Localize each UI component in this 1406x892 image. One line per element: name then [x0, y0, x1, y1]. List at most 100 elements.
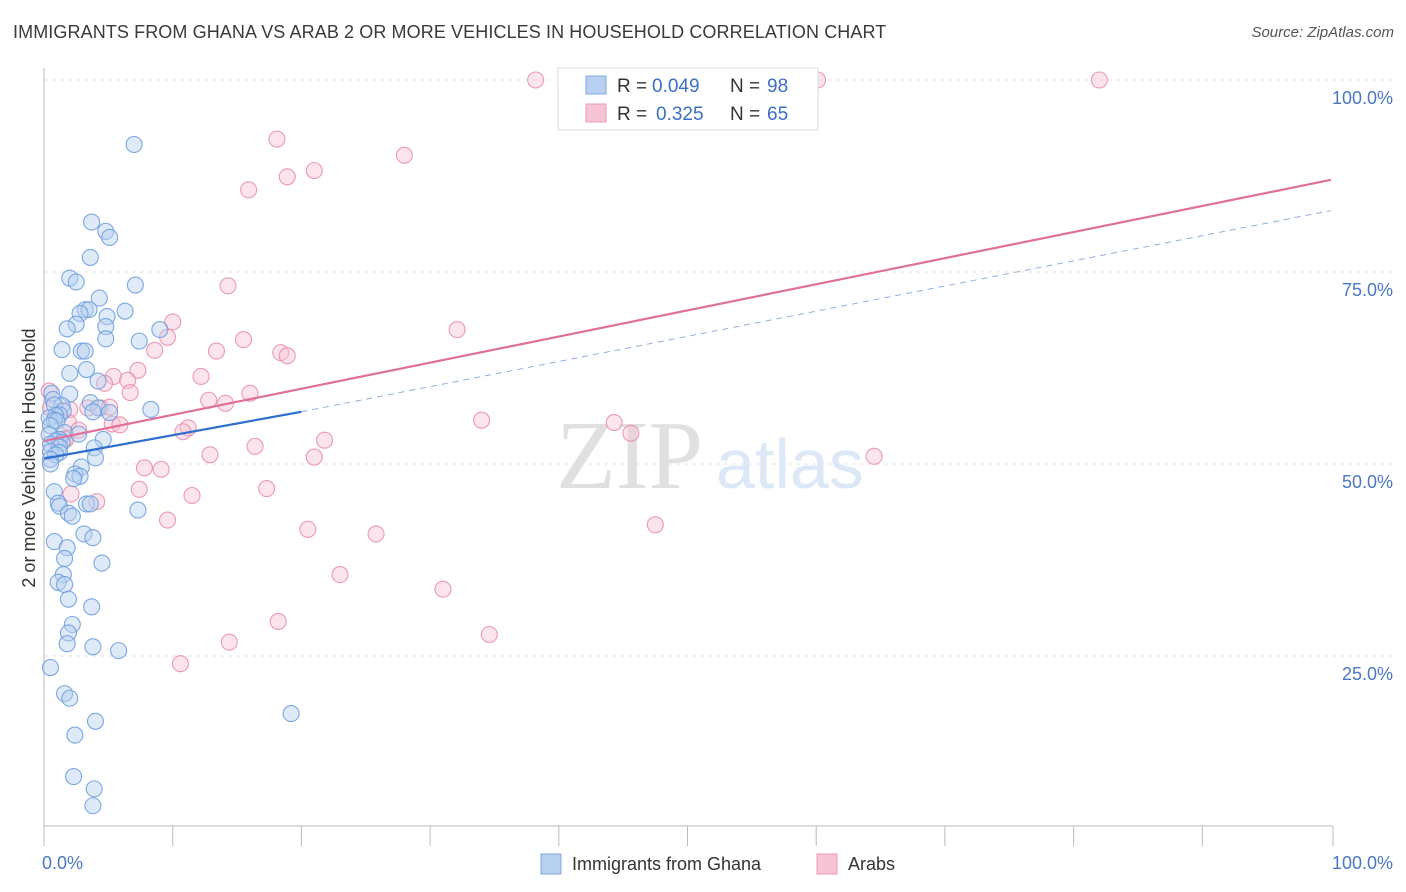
ghana-point-75 — [56, 549, 74, 568]
ghana-point-22 — [76, 342, 94, 360]
ghana-point-94 — [85, 780, 103, 798]
y-tick-label-1: 75.0% — [1342, 280, 1393, 300]
arab-point-15 — [207, 342, 226, 360]
arab-point-44 — [316, 431, 334, 449]
legend-swatch-arabs — [585, 103, 607, 123]
arab-point-61 — [434, 580, 452, 598]
ghana-point-91 — [86, 712, 105, 730]
ghana-point-16 — [58, 320, 76, 338]
arab-point-5 — [395, 146, 413, 164]
legend-n-label-arabs: N = — [730, 104, 760, 125]
ghana-trend-line — [43, 410, 302, 460]
arab-point-14 — [146, 341, 164, 359]
arab-point-52 — [130, 480, 148, 498]
ghana-point-0 — [125, 135, 143, 154]
chart-source: Source: ZipAtlas.com — [1251, 24, 1394, 41]
ghana-point-71 — [75, 525, 93, 543]
legend-swatch-ghana — [585, 75, 607, 95]
ghana-point-67 — [81, 495, 99, 513]
watermark: ZIP atlas — [556, 402, 864, 510]
stats-legend: R = 0.049 N = 98 R = 0.325 N = 65 — [557, 67, 819, 131]
ghana-points — [40, 135, 300, 815]
watermark-zip: ZIP — [556, 402, 703, 510]
arab-point-63 — [480, 625, 498, 644]
ghana-point-24 — [61, 364, 79, 382]
y-tick-label-3: 25.0% — [1342, 664, 1393, 684]
ghana-point-82 — [63, 615, 81, 634]
ghana-point-56 — [86, 449, 105, 467]
arab-point-3 — [1090, 71, 1108, 89]
ghana-point-74 — [58, 539, 76, 557]
arab-point-7 — [278, 168, 296, 186]
arab-point-56 — [159, 511, 177, 529]
ghana-point-66 — [77, 495, 96, 513]
trend-lines — [43, 178, 1332, 460]
arab-point-49 — [135, 459, 153, 477]
ghana-point-10 — [80, 301, 98, 319]
arab-point-0 — [527, 71, 545, 89]
arab-point-8 — [240, 181, 258, 199]
arab-trend-line — [43, 178, 1332, 443]
ghana-point-86 — [110, 642, 128, 660]
arab-point-37 — [605, 413, 623, 432]
ghana-point-89 — [61, 689, 79, 707]
arab-point-24 — [121, 384, 139, 402]
arab-point-55 — [88, 493, 106, 511]
bottom-legend-label-arabs: Arabs — [848, 854, 895, 874]
ghana-point-33 — [142, 400, 160, 419]
y-tick-label-0: 100.0% — [1332, 88, 1393, 108]
legend-r-label-arabs: R = — [617, 104, 647, 125]
ghana-point-83 — [59, 624, 78, 642]
bottom-legend-swatch-ghana — [540, 853, 562, 875]
ghana-point-61 — [71, 467, 89, 485]
arab-point-48 — [865, 447, 883, 465]
y-tick-labels: 100.0% 75.0% 50.0% 25.0% — [1332, 88, 1393, 684]
arab-point-65 — [171, 655, 189, 673]
ghana-point-90 — [282, 705, 300, 723]
arab-point-58 — [299, 520, 317, 538]
ghana-point-42 — [41, 417, 59, 435]
ghana-point-14 — [67, 315, 85, 333]
x-tick-label-left: 0.0% — [42, 853, 83, 873]
ghana-point-18 — [130, 332, 148, 350]
arab-point-9 — [219, 277, 237, 295]
y-axis-label: 2 or more Vehicles in Household — [19, 328, 39, 587]
legend-n-value-arabs: 65 — [767, 104, 788, 125]
ghana-point-23 — [77, 360, 96, 379]
arab-point-10 — [164, 313, 182, 331]
arab-point-45 — [246, 437, 264, 455]
arab-points — [40, 71, 1108, 673]
ghana-point-35 — [84, 403, 102, 421]
ghana-point-58 — [41, 455, 59, 473]
arab-point-34 — [473, 411, 491, 429]
legend-n-value-ghana: 98 — [767, 76, 788, 97]
arab-point-17 — [278, 347, 296, 365]
legend-n-label-ghana: N = — [730, 76, 760, 97]
arab-point-4 — [268, 130, 286, 148]
ghana-point-15 — [97, 317, 115, 336]
ghana-point-88 — [56, 685, 74, 703]
x-tick-label-right: 100.0% — [1332, 853, 1393, 873]
ghana-point-65 — [50, 497, 68, 515]
ghana-point-3 — [101, 228, 119, 246]
arab-point-18 — [129, 361, 147, 379]
x-ticks — [43, 826, 1334, 846]
ghana-point-95 — [84, 797, 102, 815]
ghana-point-12 — [71, 304, 89, 323]
legend-r-value-arabs: 0.325 — [656, 104, 704, 125]
ghana-point-7 — [126, 276, 144, 294]
ghana-point-92 — [66, 726, 84, 744]
bottom-legend-swatch-arabs — [816, 853, 838, 875]
arab-point-21 — [192, 367, 210, 385]
arab-point-59 — [367, 525, 385, 543]
ghana-trend-extension — [301, 210, 1332, 413]
gridlines — [44, 79, 1393, 657]
ghana-point-17 — [151, 321, 169, 339]
ghana-point-81 — [83, 598, 101, 616]
ghana-point-19 — [97, 330, 115, 348]
ghana-point-93 — [65, 768, 83, 786]
ghana-point-76 — [93, 554, 111, 572]
arab-point-51 — [258, 480, 276, 498]
